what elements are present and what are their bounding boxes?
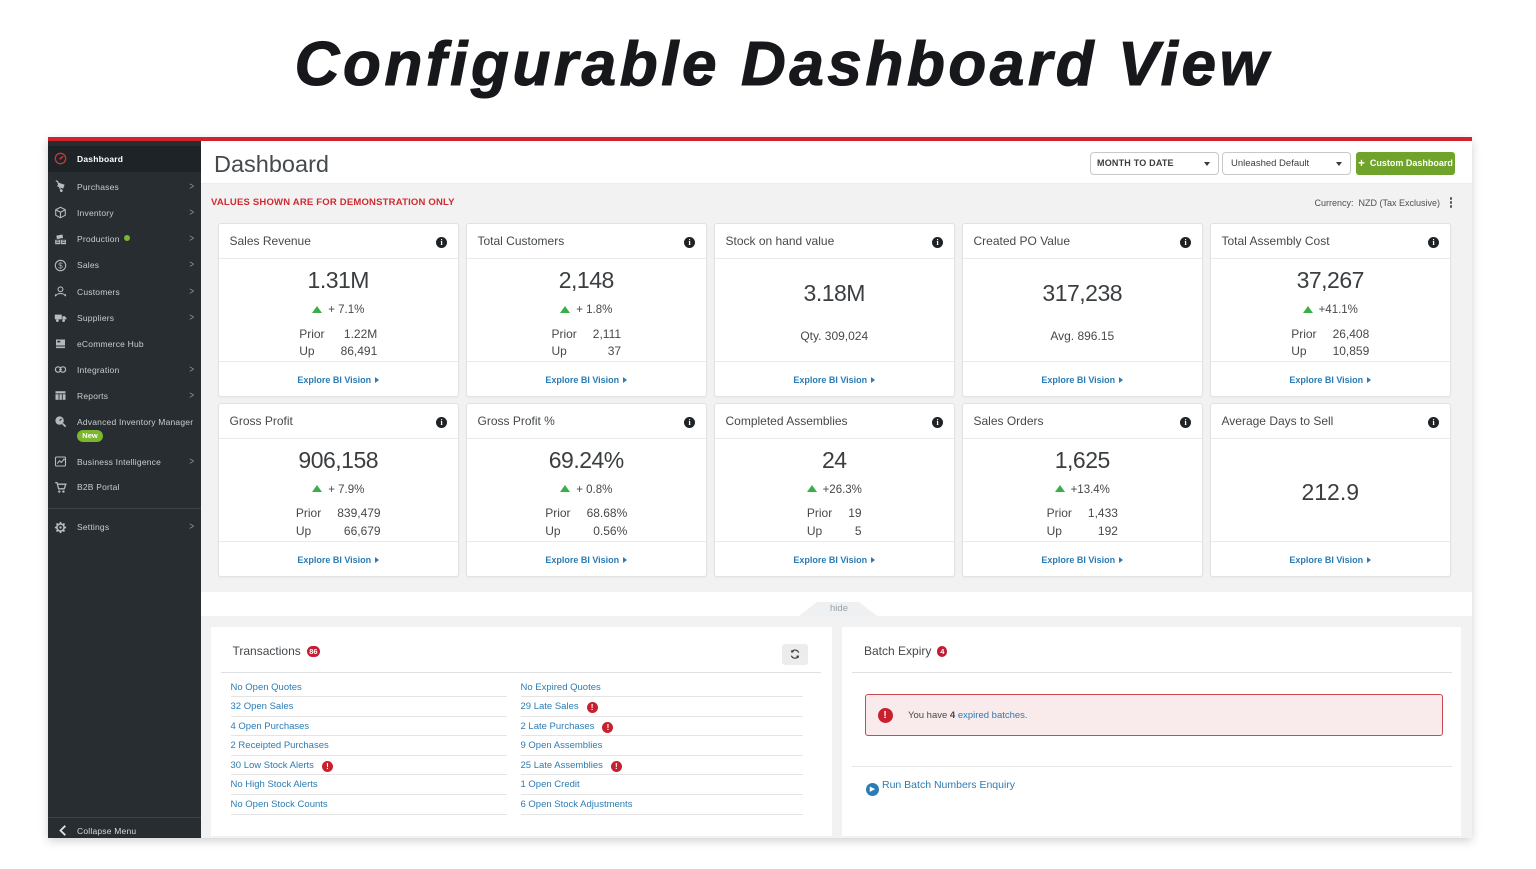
svg-text:$: $ — [58, 261, 63, 270]
